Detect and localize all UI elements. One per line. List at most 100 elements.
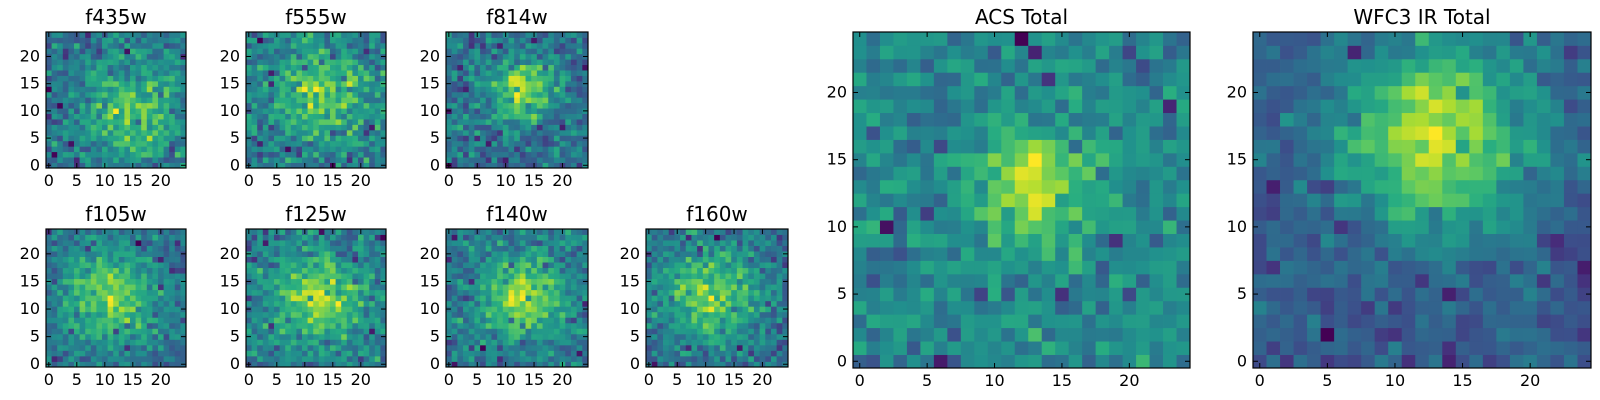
heatmap-cell bbox=[352, 135, 359, 142]
heatmap-cell bbox=[57, 140, 64, 147]
heatmap-cell bbox=[163, 80, 170, 87]
heatmap-cell bbox=[1014, 354, 1029, 369]
heatmap-cell bbox=[369, 273, 376, 280]
heatmap-cell bbox=[180, 140, 187, 147]
heatmap-cell bbox=[1149, 220, 1164, 234]
heatmap-cells bbox=[446, 32, 589, 169]
heatmap-cell bbox=[674, 284, 681, 291]
heatmap-cell bbox=[468, 75, 475, 82]
heatmap-cell bbox=[1041, 287, 1056, 302]
heatmap-cell bbox=[987, 206, 1002, 221]
heatmap-cell bbox=[96, 37, 103, 44]
heatmap-cell bbox=[51, 42, 58, 49]
heatmap-cell bbox=[268, 322, 275, 329]
heatmap-cell bbox=[570, 256, 578, 263]
heatmap-cell bbox=[485, 113, 492, 120]
heatmap-cell bbox=[646, 355, 653, 362]
heatmap-cell bbox=[307, 119, 314, 125]
heatmap-cell bbox=[318, 42, 325, 49]
heatmap-cell bbox=[113, 284, 120, 291]
heatmap-cell bbox=[163, 124, 170, 131]
heatmap-cell bbox=[565, 135, 572, 142]
heatmap-cell bbox=[330, 86, 336, 93]
heatmap-cell bbox=[113, 300, 120, 307]
heatmap-cell bbox=[341, 234, 348, 241]
heatmap-cell bbox=[451, 124, 458, 131]
heatmap-cell bbox=[330, 140, 336, 147]
heatmap-cell bbox=[363, 278, 370, 285]
heatmap-cell bbox=[158, 157, 164, 163]
heatmap-cell bbox=[497, 240, 504, 246]
heatmap-cell bbox=[502, 317, 509, 324]
heatmap-cell bbox=[246, 75, 252, 82]
heatmap-cell bbox=[74, 91, 80, 98]
heatmap-cell bbox=[113, 108, 120, 114]
heatmap-cell bbox=[374, 295, 381, 302]
heatmap-cell bbox=[468, 135, 475, 142]
heatmap-cell bbox=[146, 311, 153, 318]
heatmap-cell bbox=[113, 240, 120, 246]
heatmap-cell bbox=[559, 267, 566, 274]
heatmap-cell bbox=[180, 91, 187, 98]
heatmap-cell bbox=[576, 48, 583, 55]
heatmap-cell bbox=[68, 124, 75, 131]
heatmap-cell bbox=[446, 64, 453, 71]
heatmap-cell bbox=[307, 162, 314, 169]
heatmap-cell bbox=[719, 256, 726, 263]
heatmap-cell bbox=[548, 350, 555, 357]
heatmap-cell bbox=[46, 273, 52, 280]
heatmap-cell bbox=[79, 317, 86, 324]
heatmap-cell bbox=[502, 119, 509, 125]
heatmap-cell bbox=[141, 70, 148, 76]
heatmap-cell bbox=[536, 53, 543, 60]
heatmap-cell bbox=[285, 251, 292, 257]
heatmap-cell bbox=[663, 256, 670, 263]
heatmap-cell bbox=[714, 234, 721, 241]
heatmap-cell bbox=[302, 42, 308, 49]
heatmap-cell bbox=[46, 284, 52, 291]
heatmap-cell bbox=[363, 306, 370, 313]
heatmap-cell bbox=[251, 151, 258, 158]
heatmap-cell bbox=[548, 70, 555, 76]
heatmap-cell bbox=[1176, 327, 1191, 342]
heatmap-cell bbox=[474, 75, 481, 82]
heatmap-cell bbox=[158, 140, 164, 147]
heatmap-cell bbox=[163, 350, 170, 357]
heatmap-cell bbox=[651, 256, 658, 263]
y-tick-label: 0 bbox=[230, 155, 240, 174]
heatmap-cell bbox=[352, 289, 359, 296]
heatmap-cell bbox=[770, 328, 778, 335]
heatmap-cell bbox=[691, 273, 698, 280]
heatmap-cell bbox=[130, 129, 136, 136]
heatmap-cell bbox=[525, 124, 532, 131]
heatmap-cell bbox=[113, 251, 120, 257]
heatmap-cell bbox=[374, 278, 381, 285]
heatmap-cell bbox=[358, 80, 364, 87]
heatmap-cell bbox=[380, 86, 387, 93]
heatmap-cell bbox=[90, 64, 97, 71]
heatmap-cell bbox=[691, 240, 698, 246]
heatmap-cell bbox=[352, 284, 359, 291]
heatmap-cell bbox=[514, 140, 521, 147]
heatmap-cell bbox=[380, 322, 387, 329]
heatmap-cell bbox=[491, 295, 498, 302]
heatmap-cell bbox=[553, 256, 560, 263]
heatmap-cell bbox=[1149, 179, 1164, 194]
heatmap-cell bbox=[51, 245, 58, 252]
heatmap-cell bbox=[451, 48, 458, 55]
heatmap-cell bbox=[468, 284, 475, 291]
heatmap-cell bbox=[296, 157, 303, 163]
heatmap-cell bbox=[866, 300, 881, 315]
heatmap-cell bbox=[358, 48, 364, 55]
heatmap-cell bbox=[468, 295, 475, 302]
heatmap-cell bbox=[480, 97, 487, 104]
heatmap-cell bbox=[1176, 233, 1191, 248]
heatmap-cell bbox=[290, 102, 297, 109]
heatmap-cell bbox=[268, 42, 275, 49]
heatmap-cell bbox=[274, 317, 280, 324]
heatmap-cell bbox=[559, 295, 566, 302]
heatmap-cell bbox=[274, 322, 280, 329]
heatmap-cell bbox=[68, 59, 75, 66]
heatmap-cell bbox=[725, 262, 732, 269]
heatmap-cell bbox=[363, 289, 370, 296]
